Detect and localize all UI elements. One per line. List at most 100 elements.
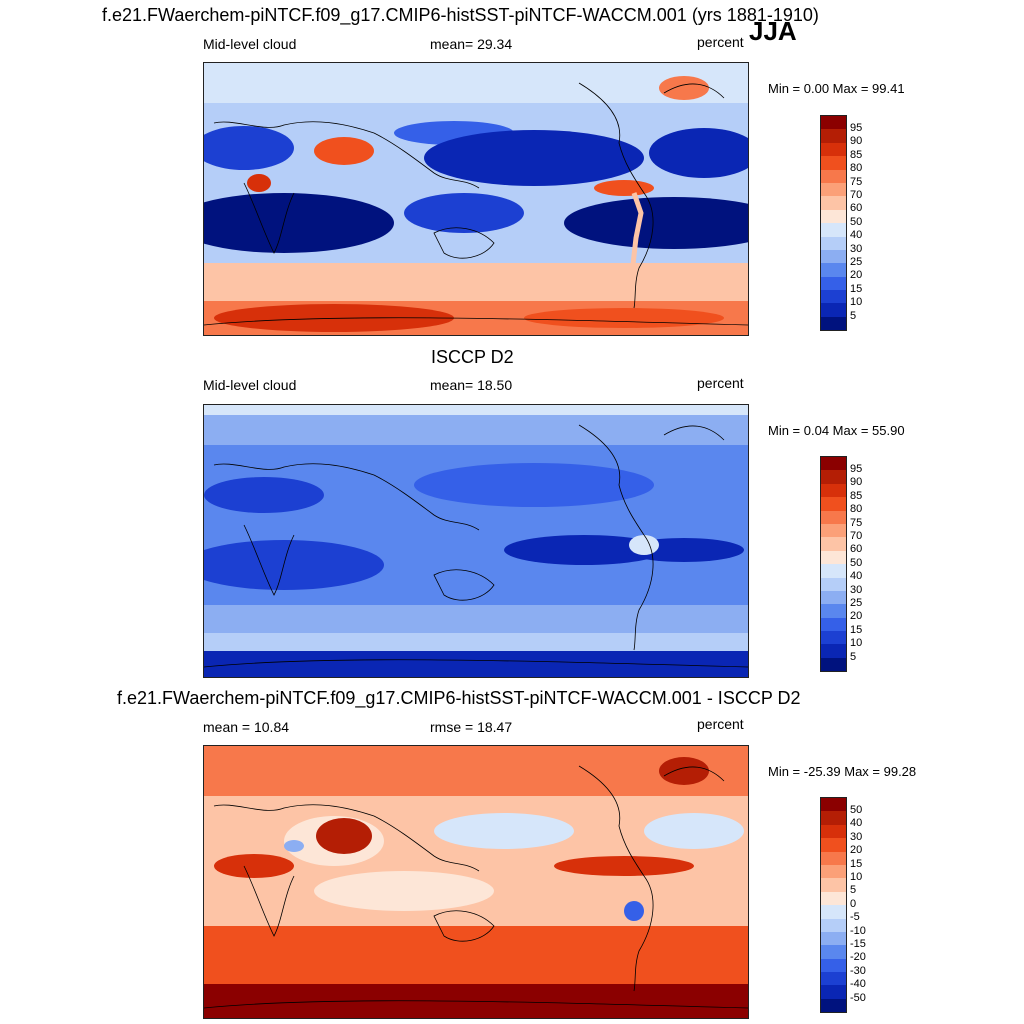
panel3-field: [204, 746, 748, 1018]
colorbar-swatch: [821, 918, 846, 932]
colorbar-swatch: [821, 316, 846, 331]
panel3-title: f.e21.FWaerchem-piNTCF.f09_g17.CMIP6-his…: [117, 688, 801, 708]
colorbar-tick-label: 10: [850, 296, 863, 308]
panel1-mean-label: mean= 29.34: [430, 36, 513, 52]
colorbar-tick-label: 75: [850, 176, 863, 188]
colorbar-swatch: [821, 510, 846, 524]
colorbar-swatch: [821, 169, 846, 183]
colorbar-swatch: [821, 577, 846, 591]
colorbar-swatch: [821, 851, 846, 865]
colorbar-tick-label: 75: [850, 517, 863, 529]
colorbar-swatch: [821, 483, 846, 498]
colorbar-swatch: [821, 958, 846, 973]
colorbar-swatch: [821, 811, 846, 825]
colorbar-swatch: [821, 116, 846, 130]
colorbar-tick-label: 5: [850, 651, 857, 663]
panel1-colorbar: [820, 115, 847, 332]
colorbar-swatch: [821, 590, 846, 605]
panel1-unit-label: percent: [697, 34, 744, 50]
colorbar-tick-label: -50: [850, 992, 866, 1004]
colorbar-swatch: [821, 276, 846, 291]
colorbar-tick-label: 90: [850, 476, 863, 488]
colorbar-tick-label: 90: [850, 135, 863, 147]
colorbar-tick-label: 95: [850, 463, 863, 475]
panel2-mean-label: mean= 18.50: [430, 377, 513, 393]
colorbar-swatch: [821, 945, 846, 959]
colorbar-swatch: [821, 129, 846, 143]
colorbar-tick-label: 20: [850, 269, 863, 281]
colorbar-tick-label: 15: [850, 624, 863, 636]
colorbar-tick-label: 10: [850, 871, 863, 883]
colorbar-swatch: [821, 156, 846, 170]
colorbar-swatch: [821, 657, 846, 672]
colorbar-swatch: [821, 985, 846, 999]
colorbar-swatch: [821, 564, 846, 578]
panel1-title: f.e21.FWaerchem-piNTCF.f09_g17.CMIP6-his…: [102, 5, 819, 25]
colorbar-swatch: [821, 249, 846, 264]
panel2-title: ISCCP D2: [431, 347, 514, 367]
colorbar-tick-label: 15: [850, 858, 863, 870]
panel1-map: [203, 62, 749, 336]
colorbar-swatch: [821, 891, 846, 906]
panel2-field: [204, 405, 748, 677]
colorbar-tick-label: 40: [850, 817, 863, 829]
colorbar-swatch: [821, 196, 846, 210]
colorbar-tick-label: 70: [850, 530, 863, 542]
colorbar-swatch: [821, 878, 846, 892]
colorbar-tick-label: 50: [850, 216, 863, 228]
colorbar-tick-label: 50: [850, 557, 863, 569]
colorbar-swatch: [821, 798, 846, 812]
panel2-minmax: Min = 0.04 Max = 55.90: [768, 423, 905, 438]
colorbar-swatch: [821, 931, 846, 946]
colorbar-tick-label: 60: [850, 543, 863, 555]
colorbar-swatch: [821, 838, 846, 852]
colorbar-swatch: [821, 290, 846, 304]
colorbar-tick-label: 30: [850, 584, 863, 596]
colorbar-swatch: [821, 604, 846, 618]
panel3-minmax: Min = -25.39 Max = 99.28: [768, 764, 917, 779]
colorbar-tick-label: 50: [850, 804, 863, 816]
colorbar-tick-label: 20: [850, 610, 863, 622]
colorbar-swatch: [821, 864, 846, 879]
colorbar-tick-label: 25: [850, 256, 863, 268]
colorbar-swatch: [821, 236, 846, 250]
colorbar-tick-label: -10: [850, 925, 866, 937]
colorbar-swatch: [821, 998, 846, 1013]
colorbar-swatch: [821, 824, 846, 839]
colorbar-swatch: [821, 972, 846, 986]
colorbar-tick-label: 85: [850, 149, 863, 161]
colorbar-tick-label: -30: [850, 965, 866, 977]
colorbar-tick-label: 85: [850, 490, 863, 502]
colorbar-tick-label: 80: [850, 503, 863, 515]
colorbar-tick-label: -20: [850, 951, 866, 963]
colorbar-swatch: [821, 470, 846, 484]
panel2-unit-label: percent: [697, 375, 744, 391]
colorbar-tick-label: 25: [850, 597, 863, 609]
colorbar-swatch: [821, 142, 846, 157]
panel3-colorbar: [820, 797, 847, 1014]
panel1-variable-label: Mid-level cloud: [203, 36, 297, 52]
colorbar-swatch: [821, 523, 846, 538]
colorbar-swatch: [821, 303, 846, 317]
season-label: JJA: [749, 16, 797, 46]
colorbar-swatch: [821, 497, 846, 511]
colorbar-tick-label: 95: [850, 122, 863, 134]
colorbar-swatch: [821, 905, 846, 919]
colorbar-tick-label: -40: [850, 978, 866, 990]
colorbar-swatch: [821, 617, 846, 632]
colorbar-swatch: [821, 182, 846, 197]
colorbar-tick-label: 40: [850, 229, 863, 241]
colorbar-tick-label: 5: [850, 310, 857, 322]
colorbar-tick-label: 30: [850, 831, 863, 843]
colorbar-swatch: [821, 457, 846, 471]
colorbar-tick-label: 15: [850, 283, 863, 295]
colorbar-tick-label: 60: [850, 202, 863, 214]
colorbar-tick-label: 5: [850, 884, 857, 896]
panel3-rmse-label: rmse = 18.47: [430, 719, 513, 735]
colorbar-swatch: [821, 209, 846, 224]
colorbar-tick-label: 0: [850, 898, 857, 910]
colorbar-swatch: [821, 537, 846, 551]
colorbar-tick-label: 80: [850, 162, 863, 174]
colorbar-tick-label: 70: [850, 189, 863, 201]
colorbar-swatch: [821, 644, 846, 658]
